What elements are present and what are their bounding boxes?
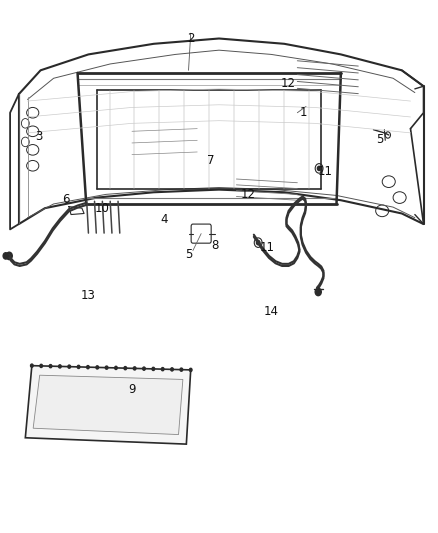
Text: 11: 11 xyxy=(259,241,274,254)
Circle shape xyxy=(318,166,321,171)
Circle shape xyxy=(171,368,173,371)
Circle shape xyxy=(315,288,321,296)
Circle shape xyxy=(124,367,127,370)
Circle shape xyxy=(96,366,99,369)
Polygon shape xyxy=(25,366,191,444)
Circle shape xyxy=(152,367,155,370)
Circle shape xyxy=(59,365,61,368)
Circle shape xyxy=(189,368,192,372)
Text: 12: 12 xyxy=(281,77,296,90)
Circle shape xyxy=(133,367,136,370)
Text: 7: 7 xyxy=(207,154,214,167)
Circle shape xyxy=(105,366,108,369)
Circle shape xyxy=(87,366,89,369)
Circle shape xyxy=(77,365,80,368)
Circle shape xyxy=(6,252,12,260)
Circle shape xyxy=(3,253,8,259)
Polygon shape xyxy=(33,375,183,434)
Text: 11: 11 xyxy=(318,165,333,177)
Circle shape xyxy=(256,240,260,245)
FancyBboxPatch shape xyxy=(191,224,211,243)
Text: 5: 5 xyxy=(376,133,384,146)
Text: 3: 3 xyxy=(35,130,42,143)
Text: 13: 13 xyxy=(81,289,96,302)
Text: 6: 6 xyxy=(62,192,70,206)
Text: 8: 8 xyxy=(211,239,218,252)
Text: 1: 1 xyxy=(300,106,307,119)
Text: 14: 14 xyxy=(264,305,279,318)
Circle shape xyxy=(31,364,33,367)
Text: 12: 12 xyxy=(241,189,256,201)
Circle shape xyxy=(180,368,183,371)
Circle shape xyxy=(49,365,52,368)
Text: 4: 4 xyxy=(161,213,168,227)
Text: 2: 2 xyxy=(187,32,194,45)
Circle shape xyxy=(68,365,71,368)
Circle shape xyxy=(115,366,117,369)
Text: 5: 5 xyxy=(185,248,192,261)
Circle shape xyxy=(161,368,164,371)
Circle shape xyxy=(143,367,145,370)
Text: 9: 9 xyxy=(128,383,136,396)
Circle shape xyxy=(40,365,42,367)
Text: 10: 10 xyxy=(95,201,110,215)
